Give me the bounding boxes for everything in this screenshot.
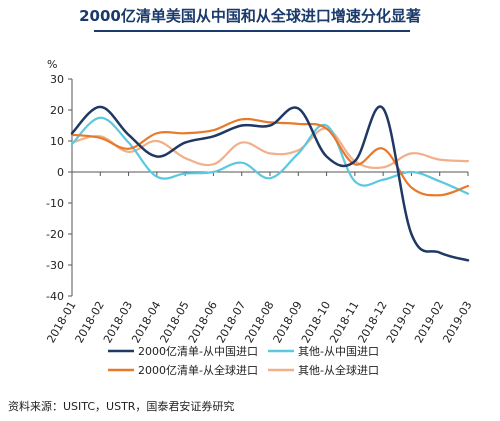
- legend-label-0: 2000亿清单-从中国进口: [138, 345, 258, 358]
- y-tick-label: 0: [57, 166, 64, 179]
- y-tick-label: -30: [46, 259, 64, 272]
- y-tick-label: -40: [46, 290, 64, 303]
- legend-label-3: 其他-从全球进口: [298, 363, 379, 377]
- legend-label-1: 其他-从中国进口: [298, 345, 379, 358]
- y-tick-label: 20: [50, 104, 64, 117]
- y-axis-unit-label: %: [47, 58, 57, 71]
- series-line-0: [70, 105, 470, 262]
- series-line-2: [70, 117, 470, 197]
- series-line-3: [70, 127, 470, 170]
- axes: 3020100-10-20-30-402018-012018-022018-03…: [44, 73, 474, 345]
- y-tick-label: 30: [50, 73, 64, 86]
- y-tick-label: -20: [46, 228, 64, 241]
- title-underline: [94, 30, 410, 32]
- chart-title: 2000亿清单美国从中国和从全球进口增速分化显著: [79, 7, 421, 25]
- y-tick-label: 10: [50, 135, 64, 148]
- series-layer: [70, 105, 470, 262]
- y-tick-label: -10: [46, 197, 64, 210]
- source-note: 资料来源：USITC，USTR，国泰君安证券研究: [8, 400, 235, 413]
- series-line-1: [70, 116, 470, 195]
- legend-label-2: 2000亿清单-从全球进口: [138, 363, 258, 377]
- legend: 2000亿清单-从中国进口 其他-从中国进口 2000亿清单-从全球进口 其他-从全球…: [108, 345, 379, 377]
